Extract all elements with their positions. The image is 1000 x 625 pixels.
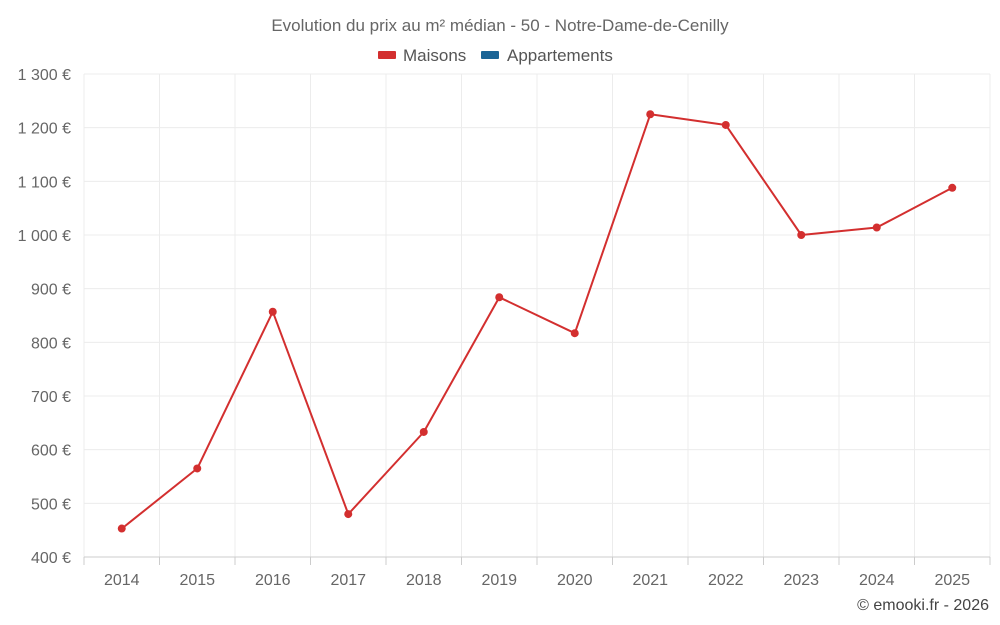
data-point-0-7[interactable]	[646, 110, 655, 119]
x-tick-label-3: 2017	[330, 572, 366, 589]
data-point-0-8[interactable]	[721, 120, 730, 129]
x-tick-label-6: 2020	[557, 572, 593, 589]
data-point-0-6[interactable]	[570, 329, 579, 338]
x-tick-label-4: 2018	[406, 572, 442, 589]
y-tick-label-7: 1 100 €	[18, 174, 71, 191]
x-tick-label-5: 2019	[481, 572, 517, 589]
y-tick-label-1: 500 €	[31, 496, 71, 513]
x-tick-label-0: 2014	[104, 572, 140, 589]
data-point-0-11[interactable]	[948, 183, 957, 192]
x-axis: 2014 2015 2016 2017 2018 2019 2020 2021 2022 2023…	[83, 556, 991, 589]
credit-text: © emooki.fr - 2026	[857, 597, 989, 614]
data-point-0-3[interactable]	[344, 510, 353, 519]
y-tick-label-9: 1 300 €	[18, 67, 71, 84]
y-tick-label-2: 600 €	[31, 443, 71, 460]
x-tick-label-1: 2015	[179, 572, 215, 589]
x-tick-label-11: 2025	[934, 572, 970, 589]
data-point-0-10[interactable]	[872, 223, 881, 232]
legend-swatch-0	[378, 51, 396, 59]
y-tick-label-8: 1 200 €	[18, 121, 71, 138]
x-tick-label-7: 2021	[632, 572, 668, 589]
y-axis: 400 € 500 € 600 € 700 € 800 € 900 € 1 000 € 1 1…	[18, 67, 71, 567]
x-tick-label-10: 2024	[859, 572, 895, 589]
y-tick-label-5: 900 €	[31, 282, 71, 299]
chart-title: Evolution du prix au m² médian - 50 - No…	[271, 16, 729, 35]
data-point-0-1[interactable]	[193, 464, 202, 473]
legend: Maisons Appartements	[378, 46, 613, 65]
data-point-0-2[interactable]	[268, 307, 277, 316]
data-point-0-5[interactable]	[495, 293, 504, 302]
y-tick-label-6: 1 000 €	[18, 228, 71, 245]
y-tick-label-4: 800 €	[31, 335, 71, 352]
legend-label-1[interactable]: Appartements	[507, 46, 613, 65]
data-point-0-9[interactable]	[797, 231, 806, 239]
x-tick-label-8: 2022	[708, 572, 744, 589]
legend-label-0[interactable]: Maisons	[403, 46, 466, 65]
y-tick-label-0: 400 €	[31, 550, 71, 567]
legend-swatch-1	[481, 51, 499, 59]
series-layer	[117, 110, 957, 533]
x-tick-label-9: 2023	[783, 572, 819, 589]
grid	[83, 73, 991, 558]
series-line-0	[121, 113, 953, 530]
y-tick-label-3: 700 €	[31, 389, 71, 406]
data-point-0-4[interactable]	[419, 427, 428, 436]
data-point-0-0[interactable]	[117, 524, 126, 533]
x-tick-label-2: 2016	[255, 572, 291, 589]
